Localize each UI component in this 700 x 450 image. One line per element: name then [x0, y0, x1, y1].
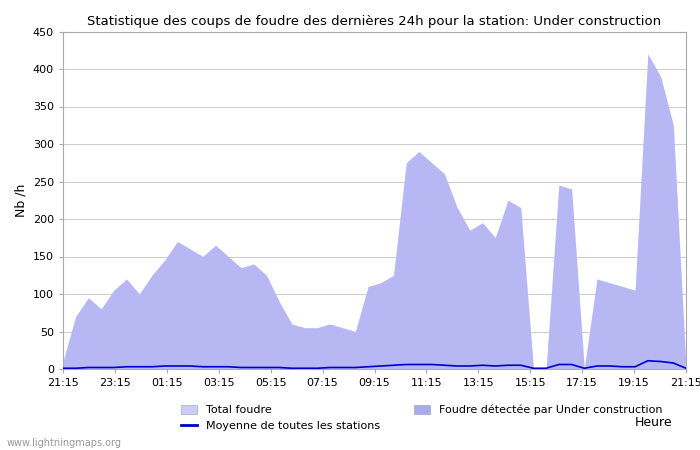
Y-axis label: Nb /h: Nb /h — [14, 184, 27, 217]
Text: www.lightningmaps.org: www.lightningmaps.org — [7, 438, 122, 448]
Text: Heure: Heure — [634, 416, 672, 429]
Legend: Total foudre, Moyenne de toutes les stations, Foudre détectée par Under construc: Total foudre, Moyenne de toutes les stat… — [181, 405, 663, 432]
Title: Statistique des coups de foudre des dernières 24h pour la station: Under constru: Statistique des coups de foudre des dern… — [88, 14, 662, 27]
